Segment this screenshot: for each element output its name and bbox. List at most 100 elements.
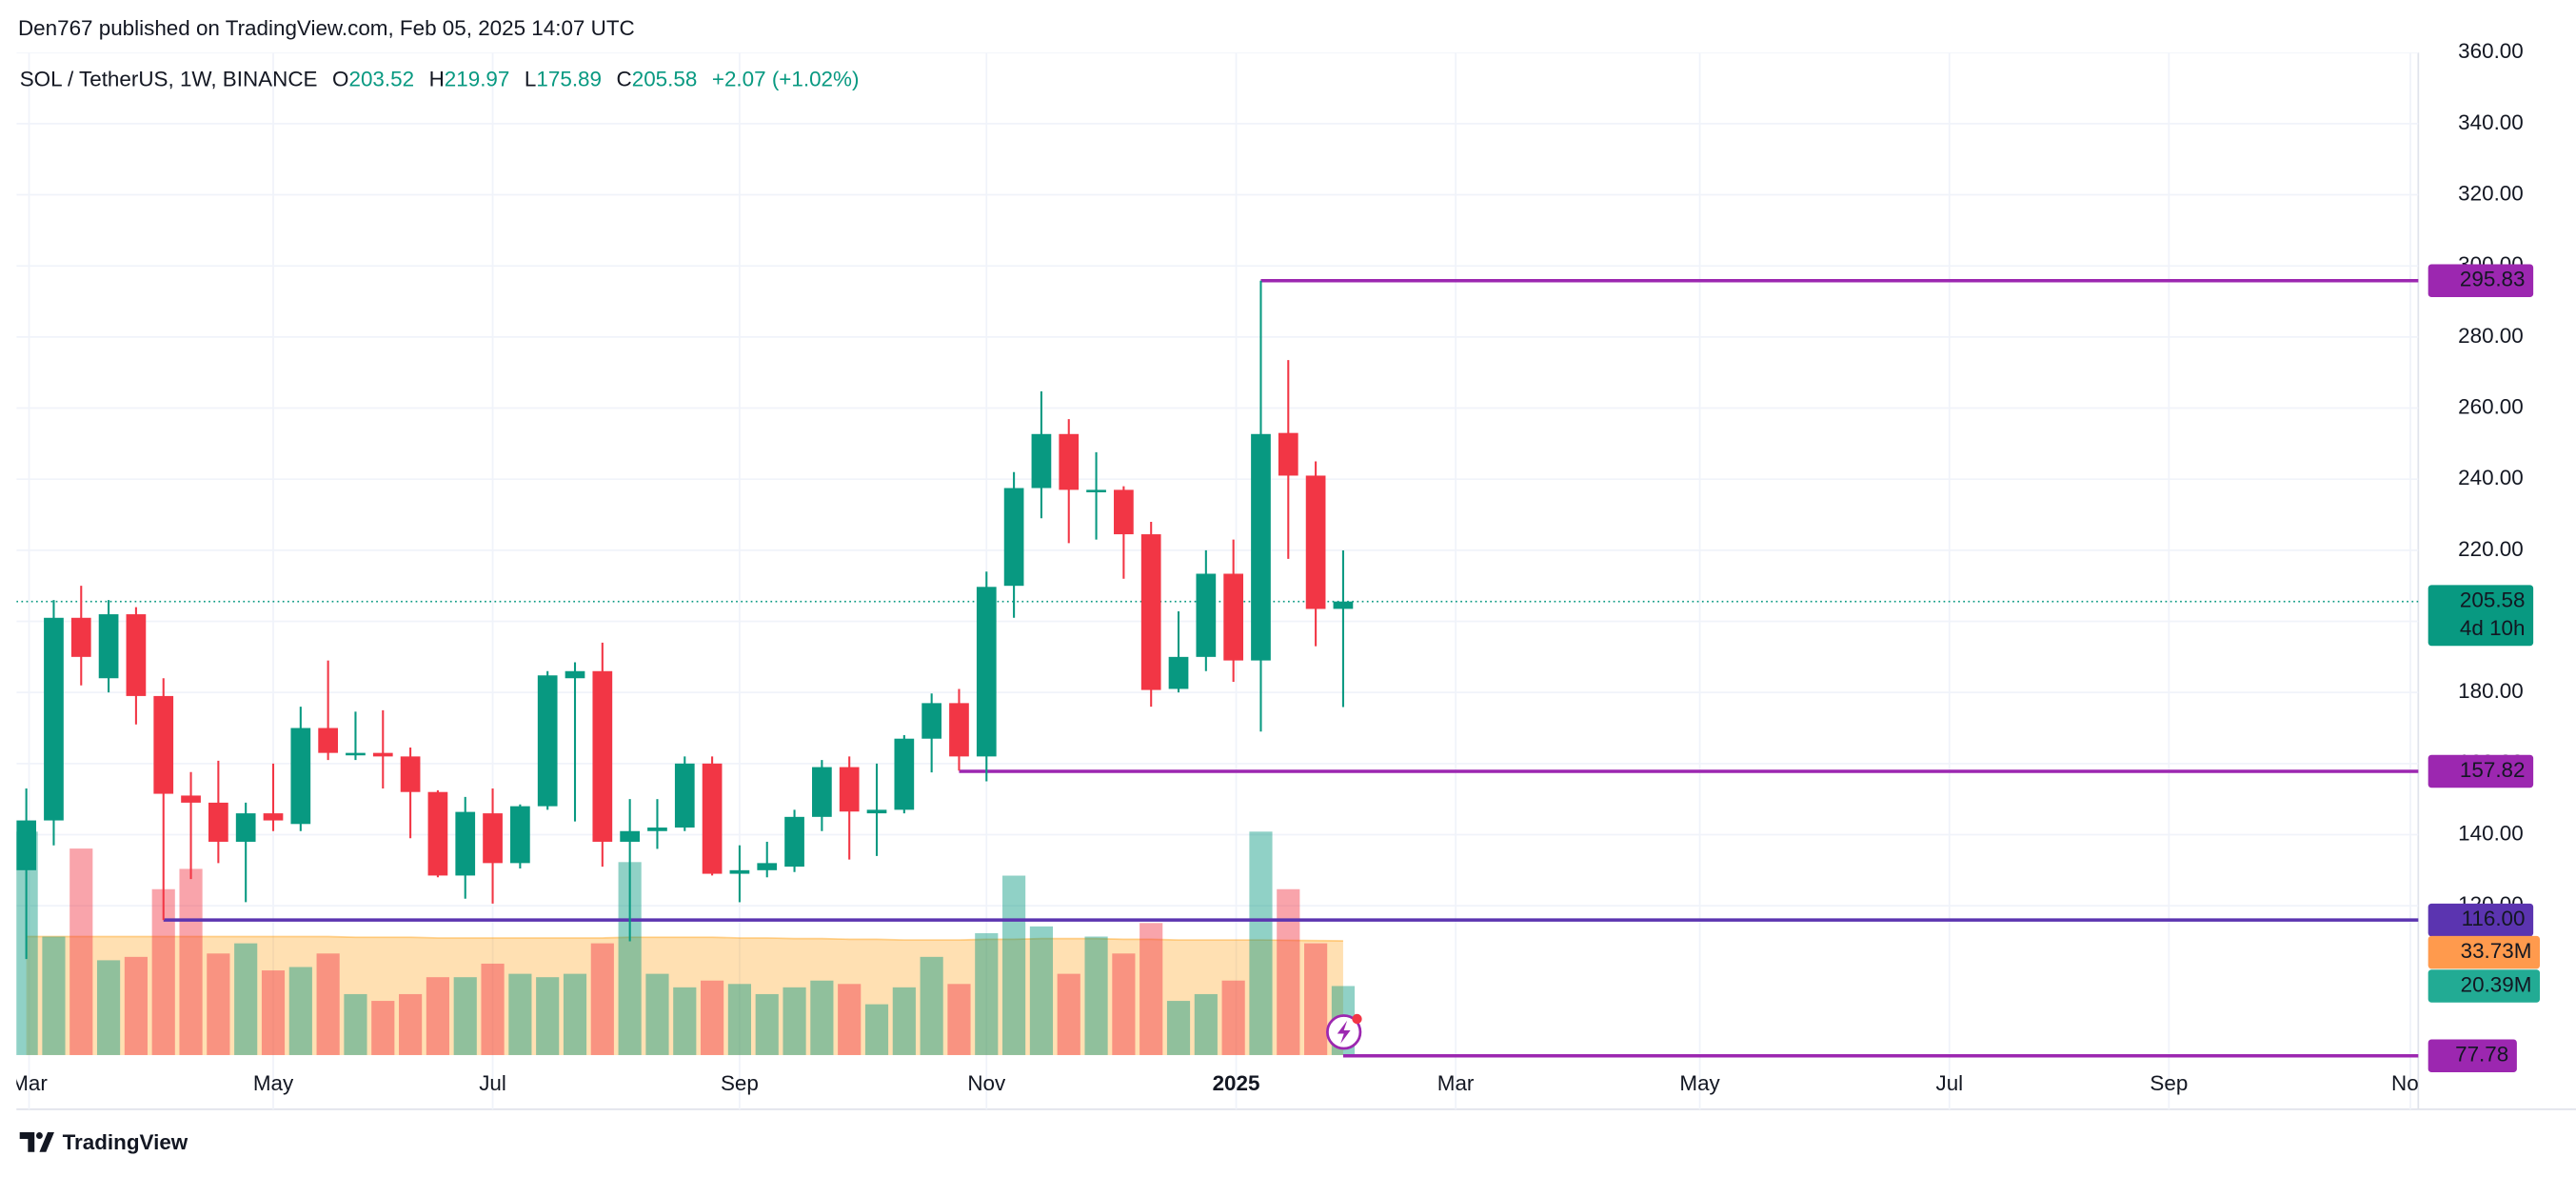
- volume-ma-label: 33.73M: [2461, 939, 2532, 963]
- volume-bar: [508, 973, 532, 1055]
- volume-bar: [892, 987, 916, 1055]
- volume-bar: [755, 993, 779, 1055]
- y-tick-label: 220.00: [2458, 537, 2524, 561]
- o-value: 203.52: [348, 67, 414, 90]
- candle-body: [537, 675, 558, 807]
- y-tick-label: 320.00: [2458, 181, 2524, 205]
- volume-bar: [371, 1001, 395, 1055]
- volume-bar: [864, 1004, 889, 1055]
- volume-bar: [727, 984, 751, 1055]
- h-value: 219.97: [445, 67, 510, 90]
- volume-bar: [1221, 980, 1245, 1055]
- volume-bar: [920, 956, 943, 1055]
- volume-bar: [645, 973, 669, 1055]
- volume-bar: [1084, 936, 1108, 1055]
- c-key: C: [617, 67, 632, 90]
- candle-body: [427, 791, 448, 876]
- y-tick-label: 180.00: [2458, 679, 2524, 703]
- lightning-icon: [1326, 1013, 1362, 1050]
- volume-bar: [673, 987, 697, 1055]
- y-tick-label: 280.00: [2458, 324, 2524, 348]
- x-tick-label: Sep: [721, 1071, 759, 1095]
- y-tick-label: 260.00: [2458, 394, 2524, 418]
- x-tick-label: 2025: [1213, 1071, 1260, 1095]
- candle-body: [181, 795, 201, 803]
- volume-bar: [1139, 923, 1163, 1055]
- volume-bar: [481, 963, 505, 1055]
- change: +2.07 (+1.02%): [712, 67, 860, 90]
- candle-body: [1003, 488, 1024, 587]
- volume-bar: [838, 984, 862, 1055]
- candle-body: [1114, 489, 1134, 535]
- level-label: 157.82: [2460, 758, 2526, 782]
- volume-label: 20.39M: [2461, 972, 2532, 996]
- candle-body: [510, 806, 530, 864]
- candle-body: [1305, 475, 1326, 609]
- volume-ma-area: [26, 936, 1343, 1055]
- candle-body: [1086, 489, 1106, 492]
- candle-body: [866, 809, 887, 814]
- volume-bar: [1029, 926, 1054, 1055]
- candle-body: [1168, 656, 1189, 689]
- x-tick-label: Mar: [10, 1071, 48, 1095]
- volume-bar: [234, 943, 258, 1055]
- h-key: H: [429, 67, 445, 90]
- candle-body: [98, 614, 119, 679]
- candle-body: [455, 811, 476, 876]
- plot: Mar May Jul Sep Nov 2025 Mar May Jul Sep Nov: [10, 52, 2430, 1109]
- brand-logo: [19, 1132, 54, 1152]
- volume-bar: [1249, 831, 1273, 1055]
- candle-body: [812, 767, 832, 817]
- volume-ma-label-box: [2427, 935, 2541, 969]
- level-label-box: [2427, 264, 2534, 298]
- volume-bar: [288, 967, 312, 1055]
- candle-body: [483, 813, 503, 864]
- last-price-box: [2427, 585, 2534, 647]
- candle-body: [235, 813, 256, 842]
- candle-body: [1251, 433, 1271, 661]
- last-price-label: 205.58: [2460, 588, 2526, 612]
- candle-body: [702, 763, 723, 874]
- level-label: 295.83: [2460, 268, 2526, 291]
- candle-body: [976, 587, 997, 757]
- volume-bar: [810, 980, 834, 1055]
- volume-bar: [261, 970, 286, 1055]
- level-label: 77.78: [2455, 1043, 2508, 1067]
- level-label-box: [2427, 754, 2534, 788]
- x-tick-label: Sep: [2150, 1071, 2188, 1095]
- candle-body: [1059, 433, 1080, 490]
- candle-body: [290, 728, 311, 825]
- volume-bar: [1277, 888, 1300, 1055]
- volume-bar: [1002, 875, 1026, 1055]
- candle-body: [44, 617, 64, 821]
- y-tick-label: 360.00: [2458, 39, 2524, 63]
- l-key: L: [525, 67, 536, 90]
- volume-bar: [947, 984, 971, 1055]
- volume-bar: [1166, 1001, 1191, 1055]
- volume-bar: [42, 936, 66, 1055]
- candle-body: [1223, 573, 1244, 661]
- volume-bar: [399, 993, 423, 1055]
- candle-body: [1031, 433, 1052, 489]
- volume-bar: [316, 953, 340, 1055]
- candle-body: [1196, 573, 1217, 657]
- x-tick-label: Nov: [2391, 1071, 2430, 1095]
- candle-body: [400, 756, 421, 792]
- candle-body: [1333, 601, 1354, 609]
- candle-body: [949, 703, 969, 757]
- candle-body: [346, 752, 366, 756]
- candle-body: [208, 802, 228, 842]
- volume-bar: [179, 868, 203, 1055]
- level-label: 116.00: [2462, 907, 2526, 930]
- volume-bar: [1304, 943, 1328, 1055]
- candle-body: [318, 728, 338, 753]
- c-value: 205.58: [632, 67, 698, 90]
- candle-body: [921, 703, 942, 739]
- y-tick-label: 340.00: [2458, 110, 2524, 134]
- candle-body: [1140, 534, 1161, 690]
- volume-label-box: [2427, 969, 2541, 1003]
- countdown: 4d 10h: [2460, 616, 2526, 640]
- volume-bar: [590, 943, 614, 1055]
- legend: SOL / TetherUS, 1W, BINANCE O203.52 H219.9…: [20, 67, 860, 90]
- candle-body: [729, 869, 750, 874]
